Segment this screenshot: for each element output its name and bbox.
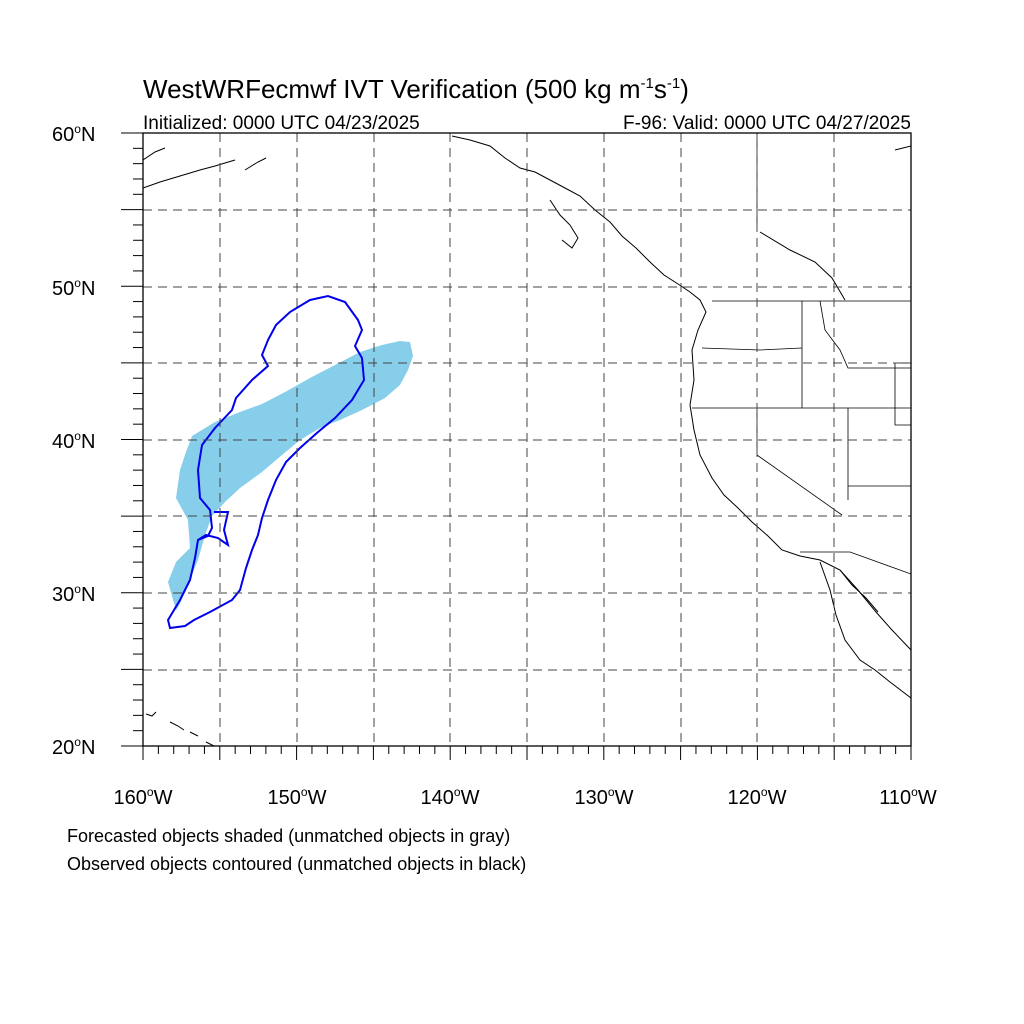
latitude-labels: 60oN 50oN 40oN 30oN 20oN — [52, 122, 95, 759]
state-borders — [692, 133, 911, 575]
initialized-label: Initialized: 0000 UTC 04/23/2025 — [143, 113, 420, 134]
gridlines — [143, 133, 911, 746]
lat-label-20: 20oN — [52, 735, 95, 759]
lon-label-120: 120oW — [728, 785, 787, 809]
lon-label-160: 160oW — [114, 785, 173, 809]
longitude-labels: 160oW 150oW 140oW 130oW 120oW 110oW — [114, 785, 937, 809]
map-title: WestWRFecmwf IVT Verification (500 kg m-… — [143, 74, 689, 104]
forecast-object-shaded — [168, 341, 413, 610]
lat-label-40: 40oN — [52, 429, 95, 453]
legend-forecast-note: Forecasted objects shaded (unmatched obj… — [67, 826, 510, 846]
lon-label-140: 140oW — [421, 785, 480, 809]
lon-label-130: 130oW — [575, 785, 634, 809]
lon-label-110: 110oW — [879, 785, 937, 809]
coastlines — [143, 135, 911, 746]
lon-label-150: 150oW — [268, 785, 327, 809]
lat-label-30: 30oN — [52, 582, 95, 606]
legend-observed-note: Observed objects contoured (unmatched ob… — [67, 854, 526, 874]
valid-label: F-96: Valid: 0000 UTC 04/27/2025 — [623, 113, 911, 134]
lat-label-60: 60oN — [52, 122, 95, 146]
lat-label-50: 50oN — [52, 276, 95, 300]
observed-object-contour — [166, 294, 366, 630]
observed-object-inner-notch — [197, 511, 230, 548]
axis-ticks — [121, 132, 912, 760]
